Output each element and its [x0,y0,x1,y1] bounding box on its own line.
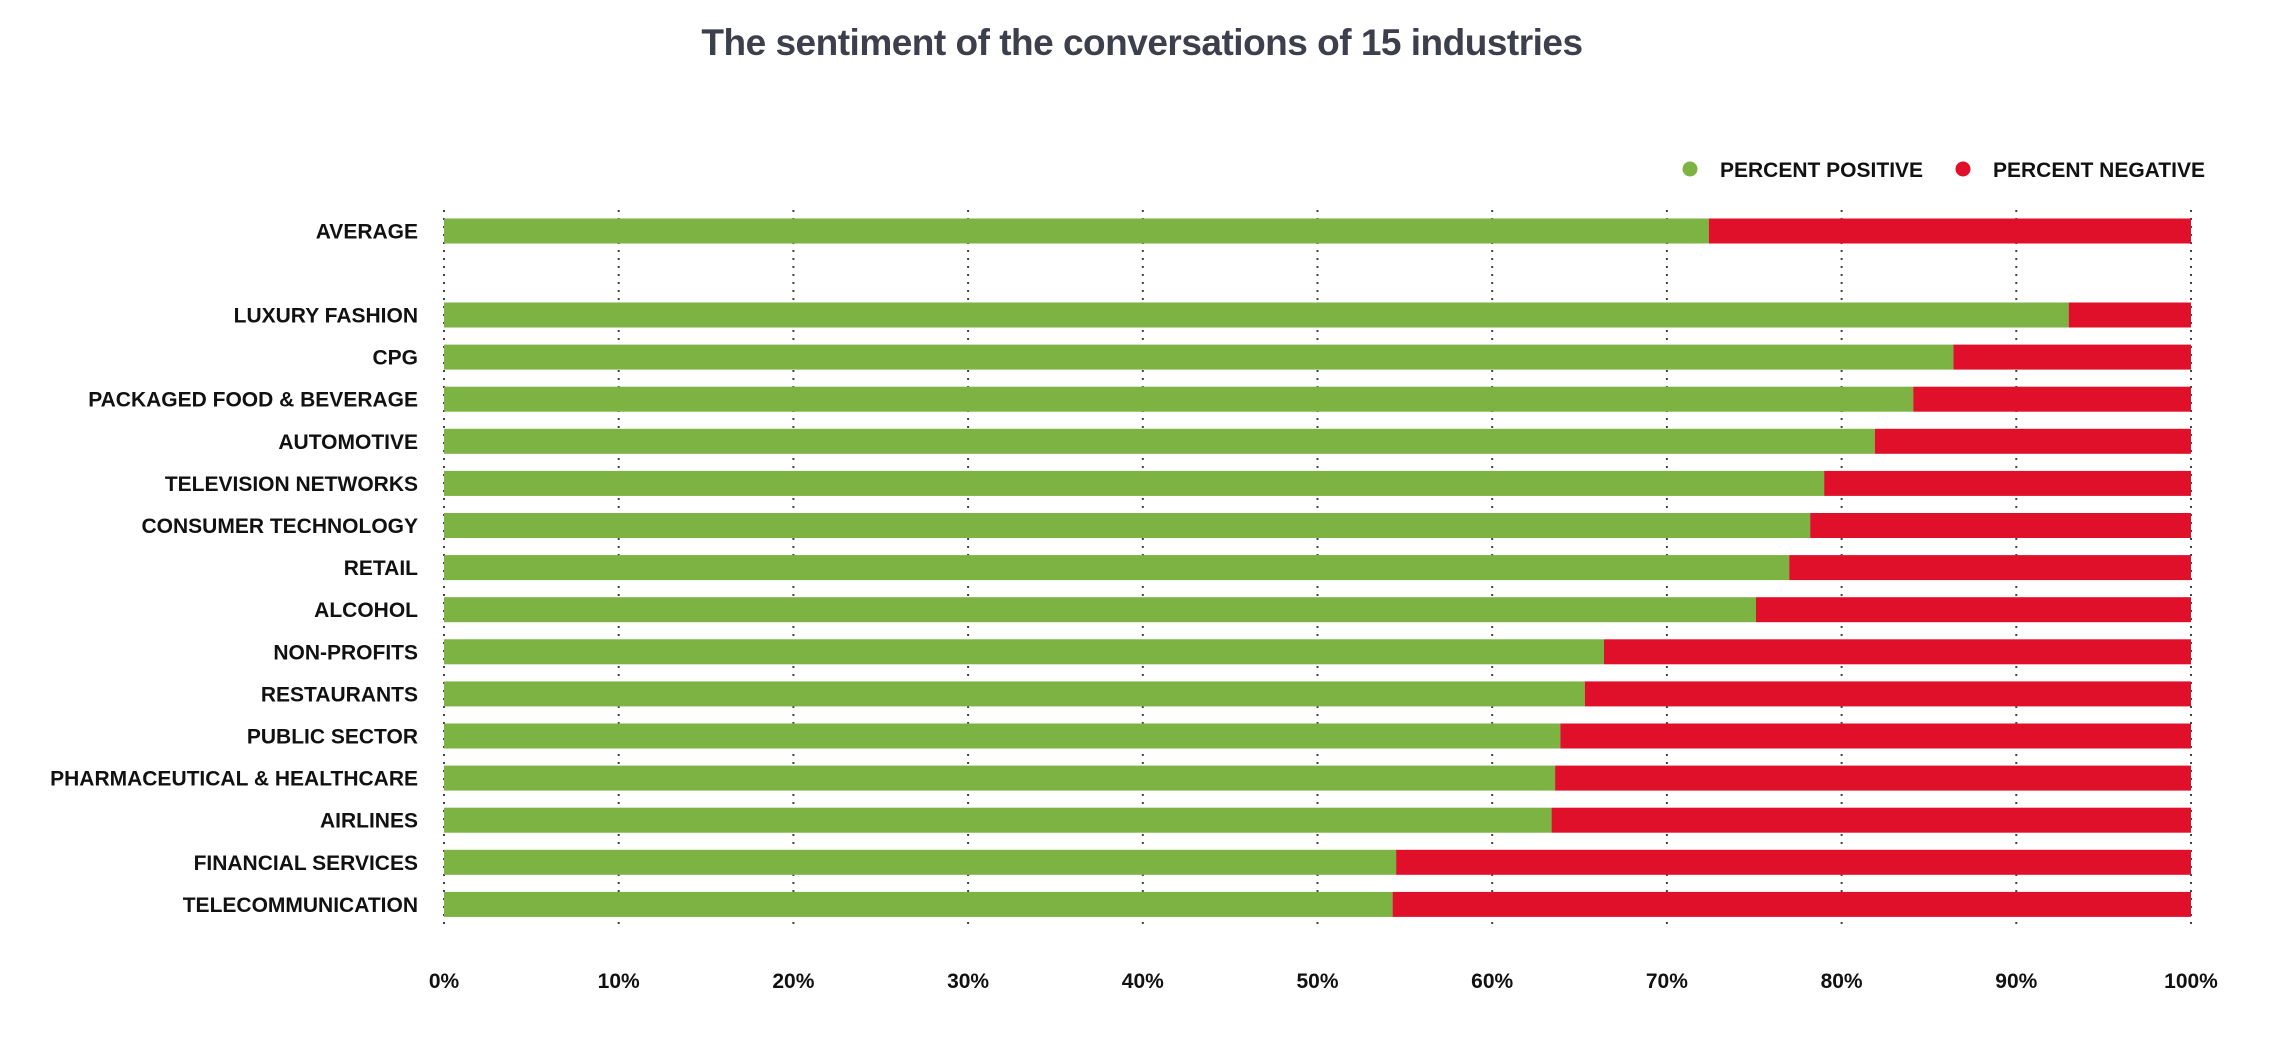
category-label-average: AVERAGE [316,221,418,244]
category-label-automotive: AUTOMOTIVE [278,431,418,454]
x-tick-label: 50% [1296,970,1338,993]
bar-airlines-negative [1551,807,2191,833]
bar-alcohol-negative [1755,597,2191,623]
bar-airlines-positive [444,807,1552,833]
category-label-pharmaceutical-and-healthcare: PHARMACEUTICAL & HEALTHCARE [50,768,418,791]
category-label-restaurants: RESTAURANTS [261,683,418,706]
x-tick-label: 80% [1821,970,1863,993]
category-label-public-sector: PUBLIC SECTOR [247,726,418,749]
bar-alcohol-positive [444,597,1756,623]
bar-pharmaceutical-and-healthcare-negative [1555,765,2191,791]
bar-telecommunication-negative [1392,891,2191,917]
bar-consumer-technology-negative [1810,513,2191,538]
category-label-airlines: AIRLINES [320,810,418,833]
bar-public-sector-positive [444,723,1561,749]
legend-swatch-percent-negative [1955,161,1971,177]
x-tick-label: 20% [772,970,814,993]
bar-telecommunication-positive [444,891,1393,917]
bars [444,218,2191,917]
bar-non-profits-negative [1604,639,2191,665]
bar-retail-positive [444,555,1790,581]
bar-average-negative [1708,218,2191,244]
bar-financial-services-negative [1396,849,2191,875]
x-tick-label: 0% [429,970,460,993]
category-label-non-profits: NON-PROFITS [273,641,418,664]
legend-label-percent-negative: PERCENT NEGATIVE [1993,159,2205,182]
category-label-luxury-fashion: LUXURY FASHION [234,305,418,328]
x-tick-label: 100% [2164,970,2218,993]
category-label-retail: RETAIL [344,557,418,580]
bar-automotive-positive [444,428,1875,454]
category-labels: AVERAGE LUXURY FASHION CPG PACKAGED FOOD & … [50,221,418,917]
category-label-television-networks: TELEVISION NETWORKS [165,473,418,496]
bar-average-positive [444,218,1709,244]
bar-consumer-technology-positive [444,513,1811,538]
x-tick-label: 60% [1471,970,1513,993]
bar-cpg-negative [1953,344,2191,370]
bar-restaurants-negative [1584,681,2191,707]
x-axis-ticks: 0% 10% 20% 30% 40% 50% 60% 70% 80% 90% 100% [429,970,2218,993]
bar-television-networks-positive [444,470,1825,496]
x-tick-label: 70% [1646,970,1688,993]
category-label-cpg: CPG [372,347,418,370]
bar-restaurants-positive [444,681,1585,707]
category-label-financial-services: FINANCIAL SERVICES [194,852,418,875]
bar-pharmaceutical-and-healthcare-positive [444,765,1556,791]
bar-non-profits-positive [444,639,1605,665]
bar-public-sector-negative [1560,723,2191,749]
category-label-alcohol: ALCOHOL [314,599,418,622]
bar-retail-negative [1789,555,2191,581]
x-tick-label: 40% [1122,970,1164,993]
bar-packaged-food-and-beverage-positive [444,386,1914,412]
bar-automotive-negative [1874,428,2191,454]
bar-cpg-positive [444,344,1954,370]
legend: PERCENT POSITIVE PERCENT NEGATIVE [1682,159,2205,182]
legend-label-percent-positive: PERCENT POSITIVE [1720,159,1923,182]
bar-luxury-fashion-negative [2068,302,2191,328]
category-label-consumer-technology: CONSUMER TECHNOLOGY [141,515,418,538]
bar-luxury-fashion-positive [444,302,2069,328]
category-label-telecommunication: TELECOMMUNICATION [183,894,418,917]
chart-title: The sentiment of the conversations of 15… [701,22,1583,63]
bar-financial-services-positive [444,849,1397,875]
category-label-packaged-food-and-beverage: PACKAGED FOOD & BEVERAGE [88,389,418,412]
x-tick-label: 30% [947,970,989,993]
bar-packaged-food-and-beverage-negative [1913,386,2191,412]
bar-television-networks-negative [1824,470,2191,496]
x-tick-label: 90% [1995,970,2037,993]
legend-swatch-percent-positive [1682,161,1698,177]
x-tick-label: 10% [598,970,640,993]
